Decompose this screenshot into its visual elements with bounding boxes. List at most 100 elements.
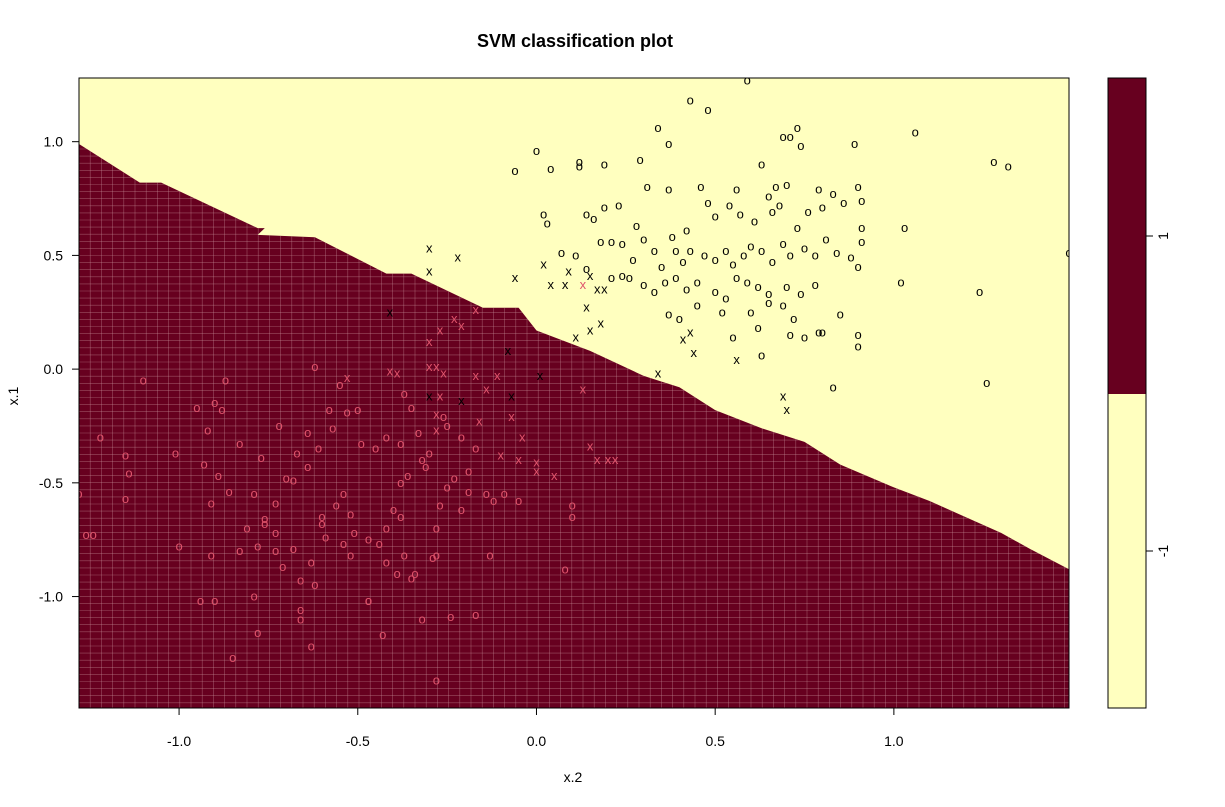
support-vector-class--1: x [783, 402, 790, 417]
data-point-class--1: o [787, 129, 794, 144]
color-key-label: -1 [1155, 545, 1171, 558]
data-point-class--1: o [779, 129, 786, 144]
data-point-class--1: o [854, 338, 861, 353]
data-point-class--1: o [615, 197, 622, 212]
support-vector-class-1: x [472, 368, 479, 383]
data-point-class-1: o [401, 548, 408, 563]
support-vector-class--1: x [655, 366, 662, 381]
color-key: 1 -1 [1107, 77, 1171, 709]
support-vector-class-1: x [476, 413, 483, 428]
support-vector-class-1: x [494, 368, 501, 383]
data-point-class-1: o [422, 459, 429, 474]
support-vector-class-1: x [437, 388, 444, 403]
data-point-class-1: o [236, 436, 243, 451]
data-point-class-1: o [472, 441, 479, 456]
data-point-class--1: o [983, 375, 990, 390]
data-point-class-1: o [140, 373, 147, 388]
data-point-class--1: o [654, 120, 661, 135]
data-point-class--1: o [765, 286, 772, 301]
data-point-class-1: o [365, 532, 372, 547]
data-point-class--1: o [829, 379, 836, 394]
data-point-class--1: o [990, 154, 997, 169]
y-tick-label: 0.5 [44, 247, 64, 263]
support-vector-class-1: x [433, 407, 440, 422]
data-point-class-1: o [465, 484, 472, 499]
data-point-class--1: o [751, 213, 758, 228]
data-point-class-1: o [515, 493, 522, 508]
data-point-class--1: o [687, 93, 694, 108]
support-vector-class-1: x [594, 452, 601, 467]
data-point-class-1: o [75, 486, 82, 501]
data-point-class--1: o [858, 220, 865, 235]
x-axis-label: x.2 [564, 769, 583, 785]
data-point-class--1: o [676, 311, 683, 326]
data-point-class-1: o [408, 400, 415, 415]
data-point-class-1: o [376, 536, 383, 551]
data-point-class-1: o [372, 441, 379, 456]
data-point-class--1: o [840, 195, 847, 210]
plot-frame [78, 77, 1070, 709]
data-point-class-1: o [340, 536, 347, 551]
y-tick-label: -0.5 [39, 475, 63, 491]
data-point-class-1: o [365, 593, 372, 608]
data-point-class--1: o [819, 200, 826, 215]
data-point-class-1: o [443, 418, 450, 433]
data-point-class--1: o [729, 329, 736, 344]
data-point-class--1: o [601, 156, 608, 171]
data-point-class-1: o [308, 554, 315, 569]
data-point-class-1: o [433, 548, 440, 563]
data-point-class-1: o [383, 429, 390, 444]
data-point-class--1: o [801, 241, 808, 256]
data-point-class-1: o [125, 466, 132, 481]
data-point-class--1: o [722, 243, 729, 258]
support-vector-class--1: x [426, 263, 433, 278]
data-point-class--1: o [576, 159, 583, 174]
data-point-class-1: o [443, 479, 450, 494]
data-point-class-1: o [308, 639, 315, 654]
support-vector-class-1: x [508, 409, 515, 424]
data-point-class--1: o [819, 325, 826, 340]
support-vector-class-1: x [605, 452, 612, 467]
support-vector-class--1: x [537, 368, 544, 383]
data-point-class--1: o [804, 204, 811, 219]
data-point-class--1: o [779, 297, 786, 312]
data-point-class--1: o [758, 243, 765, 258]
data-point-class--1: o [719, 304, 726, 319]
data-point-class--1: o [511, 163, 518, 178]
data-point-class--1: o [547, 161, 554, 176]
color-key-swatch-1 [1108, 78, 1146, 394]
support-vector-class--1: x [426, 388, 433, 403]
data-point-class-1: o [411, 566, 418, 581]
data-point-class-1: o [122, 448, 129, 463]
data-point-class-1: o [193, 400, 200, 415]
data-point-class-1: o [379, 627, 386, 642]
support-vector-class--1: x [573, 329, 580, 344]
data-point-class-1: o [175, 702, 182, 717]
data-point-class-1: o [322, 529, 329, 544]
data-point-class--1: o [729, 257, 736, 272]
data-point-class-1: o [486, 548, 493, 563]
support-vector-class--1: x [780, 388, 787, 403]
data-point-class--1: o [683, 222, 690, 237]
data-point-class-1: o [311, 359, 318, 374]
data-point-class--1: o [769, 254, 776, 269]
data-point-class-1: o [340, 486, 347, 501]
support-vector-class--1: x [687, 325, 694, 340]
y-tick-label: 0.0 [44, 361, 64, 377]
data-point-class-1: o [483, 486, 490, 501]
data-point-class-1: o [447, 609, 454, 624]
data-point-class-1: o [326, 402, 333, 417]
data-point-class-1: o [397, 475, 404, 490]
data-point-class--1: o [694, 275, 701, 290]
support-vector-class--1: x [548, 277, 555, 292]
data-point-class--1: o [769, 204, 776, 219]
data-point-class-1: o [272, 543, 279, 558]
data-point-class--1: o [601, 200, 608, 215]
data-point-class--1: o [540, 207, 547, 222]
data-point-class--1: o [640, 277, 647, 292]
data-point-class-1: o [261, 516, 268, 531]
data-point-class-1: o [408, 570, 415, 585]
data-point-class--1: o [794, 220, 801, 235]
support-vector-class-1: x [344, 370, 351, 385]
